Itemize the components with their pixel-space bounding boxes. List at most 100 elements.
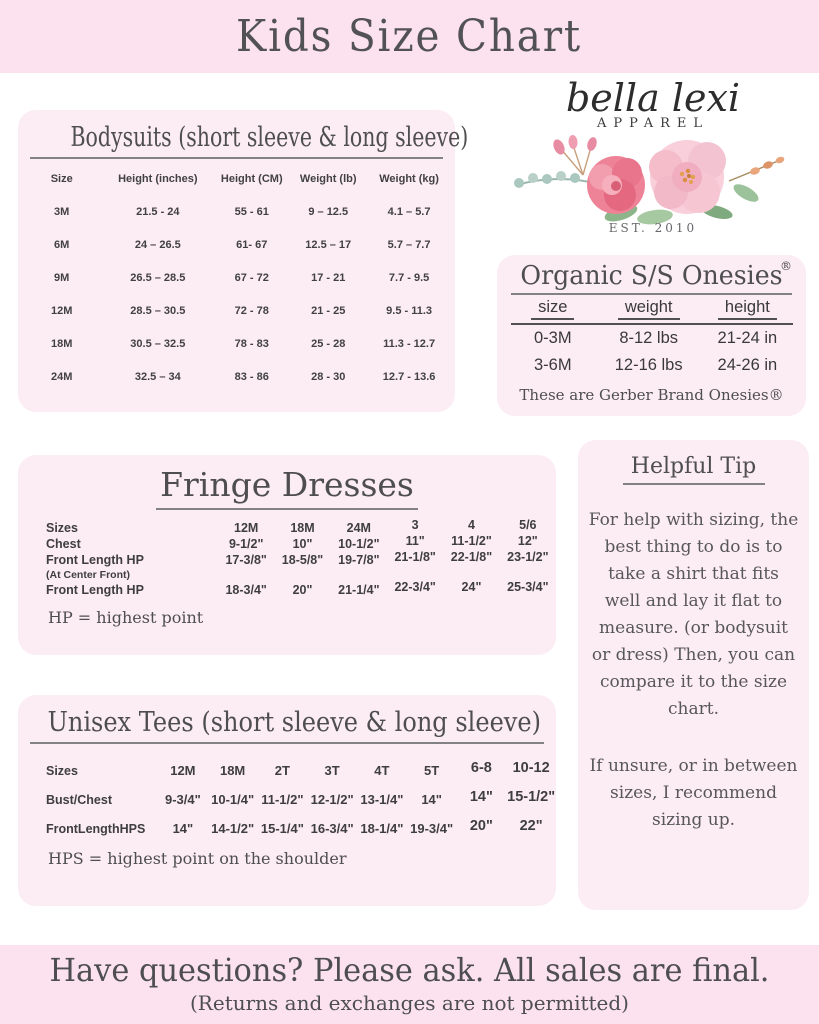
table-row: Sizes 12M 18M 24M 3 4 5/6 bbox=[18, 518, 556, 536]
table-head: size weight height bbox=[510, 298, 793, 325]
table-cell: 55 - 61 bbox=[234, 205, 269, 218]
header-row: Size Height (inches) Height (CM) Weight (lb… bbox=[18, 163, 455, 195]
table-row: 12M 28.5 – 30.5 72 - 78 21 - 25 9.5 - 11.3 bbox=[18, 294, 455, 327]
table-cell: 18-1/4" bbox=[360, 821, 404, 836]
table-cell: 12M bbox=[50, 304, 73, 317]
row-label: Bust/Chest bbox=[18, 785, 158, 814]
column-header-label: Weight (lb) bbox=[299, 173, 357, 185]
table-cell: 10-1/4" bbox=[211, 792, 255, 807]
bodysuits-title-underline bbox=[30, 157, 443, 159]
table-cell: 18M bbox=[50, 337, 73, 350]
table-cell: 11-1/2" bbox=[261, 792, 304, 807]
column-header: Size bbox=[18, 163, 105, 195]
table-row: 24M 32.5 – 34 83 - 86 28 - 30 12.7 - 13.6 bbox=[18, 360, 455, 393]
table-row: FrontLengthHPS 14" 14-1/2" 15-1/4" 16-3/4" 18… bbox=[18, 814, 556, 843]
row-label: Front Length HP bbox=[18, 582, 218, 598]
column-header: Height (inches) bbox=[105, 163, 210, 195]
hp-footnote: HP = highest point bbox=[48, 608, 204, 627]
row-label-text: FrontLengthHPS bbox=[46, 821, 146, 836]
table-body: Sizes 12M 18M 24M 3 4 5/6 Chest 9-1/2" 10" 10-1/2"… bbox=[18, 518, 556, 598]
column-header: size bbox=[510, 298, 596, 325]
table-cell: 11" bbox=[405, 534, 425, 548]
column-header: Weight (lb) bbox=[293, 163, 363, 195]
unisex-title-underline bbox=[30, 742, 544, 744]
table-cell: 22" bbox=[519, 817, 543, 834]
table-cell: 15-1/4" bbox=[260, 821, 304, 836]
row-label-text: Front Length HP bbox=[46, 583, 144, 597]
column-header-label: Height (CM) bbox=[220, 173, 283, 185]
row-label-text: Chest bbox=[46, 537, 81, 551]
table-cell: 83 - 86 bbox=[234, 370, 269, 383]
table-cell: 17-3/8" bbox=[225, 553, 267, 567]
row-label-text: Sizes bbox=[46, 763, 78, 778]
table-cell: 67 - 72 bbox=[234, 271, 269, 284]
table-cell: 61- 67 bbox=[236, 238, 268, 251]
table-cell: 5T bbox=[424, 763, 440, 778]
column-header-label: Size bbox=[50, 173, 73, 185]
column-header: Height (CM) bbox=[210, 163, 293, 195]
table-cell: 20" bbox=[292, 583, 313, 597]
row-label: FrontLengthHPS bbox=[18, 814, 158, 843]
brand-name: bella lexi bbox=[565, 76, 741, 120]
table-cell: 5/6 bbox=[519, 518, 537, 532]
footer-bar: Have questions? Please ask. All sales ar… bbox=[0, 945, 819, 1024]
row-label: Sizes bbox=[18, 756, 158, 785]
table-cell: 2T bbox=[274, 763, 290, 778]
table-cell: 9-1/2" bbox=[228, 537, 264, 551]
table-row: 0-3M 8-12 lbs 21-24 in bbox=[511, 324, 793, 352]
table-cell: 28.5 – 30.5 bbox=[130, 304, 186, 317]
table-cell: 12-16 lbs bbox=[614, 356, 683, 374]
table-cell: 6-8 bbox=[470, 759, 492, 776]
table-cell: 14" bbox=[172, 821, 194, 836]
table-cell: 6M bbox=[54, 238, 70, 251]
table-cell: 10-12 bbox=[512, 759, 550, 776]
table-cell: 25 - 28 bbox=[311, 337, 346, 350]
table-cell: 21-1/8" bbox=[394, 550, 436, 564]
table-cell: 23-1/2" bbox=[507, 550, 549, 564]
table-cell: 3T bbox=[324, 763, 340, 778]
table-cell: 10-1/2" bbox=[338, 537, 380, 551]
row-label-text: Bust/Chest bbox=[46, 792, 112, 807]
fringe-table-container: Sizes 12M 18M 24M 3 4 5/6 Chest 9-1/2" 10" 10-1/2"… bbox=[18, 518, 556, 598]
bodysuits-panel: Bodysuits (short sleeve & long sleeve) S… bbox=[18, 110, 469, 412]
title-bar: Kids Size Chart bbox=[0, 0, 819, 73]
table-row: 3-6M 12-16 lbs 24-26 in bbox=[511, 352, 793, 379]
fringe-dresses-title: Fringe Dresses bbox=[160, 465, 414, 504]
brand-subtitle: APPAREL bbox=[597, 116, 709, 131]
table-cell: 9-3/4" bbox=[164, 792, 201, 807]
table-cell: 0-3M bbox=[534, 329, 572, 347]
onesies-title-underline bbox=[511, 293, 792, 295]
helpful-tip-title: Helpful Tip bbox=[630, 454, 757, 479]
bodysuits-title: Bodysuits (short sleeve & long sleeve) bbox=[70, 122, 469, 153]
table-body: 0-3M 8-12 lbs 21-24 in 3-6M 12-16 lbs 24-26 i… bbox=[511, 324, 793, 379]
table-cell: 12M bbox=[234, 521, 259, 535]
table-cell: 30.5 – 32.5 bbox=[130, 337, 186, 350]
table-cell: 24-26 in bbox=[717, 356, 778, 374]
table-cell: 4.1 – 5.7 bbox=[387, 205, 431, 218]
table-cell: 14" bbox=[469, 788, 493, 805]
brand-established: EST. 2010 bbox=[608, 221, 698, 235]
footer-line1: Have questions? Please ask. All sales ar… bbox=[49, 951, 770, 989]
table-cell: 3 bbox=[411, 518, 419, 532]
bodysuits-table-container: Size Height (inches) Height (CM) Weight (lb… bbox=[18, 163, 455, 393]
table-body: 3M 21.5 - 24 55 - 61 9 – 12.5 4.1 – 5.7 6M 24 … bbox=[18, 195, 455, 393]
organic-onesies-panel: ® Organic S/S Onesies size weight height 0-… bbox=[497, 255, 806, 416]
tip-paragraph: If unsure, or in between sizes, I recomm… bbox=[589, 756, 798, 830]
table-cell: 11-1/2" bbox=[451, 534, 492, 548]
table-cell: 7.7 - 9.5 bbox=[388, 271, 430, 284]
table-cell: 4 bbox=[468, 518, 475, 532]
table-cell: 10" bbox=[292, 537, 313, 551]
column-header-label: height bbox=[717, 298, 777, 320]
table-cell: 72 - 78 bbox=[234, 304, 269, 317]
column-header: height bbox=[702, 298, 793, 325]
row-label: Front Length HP (At Center Front) bbox=[18, 552, 218, 582]
column-header-label: Weight (kg) bbox=[379, 173, 439, 185]
table-row: 6M 24 – 26.5 61- 67 12.5 – 17 5.7 – 7.7 bbox=[18, 228, 455, 261]
column-header-label: Height (inches) bbox=[118, 173, 198, 185]
fringe-title-underline bbox=[156, 508, 418, 510]
fringe-dresses-panel: Fringe Dresses Sizes 12M 18M 24M 3 4 5/6 Chest 9… bbox=[18, 455, 556, 655]
row-label: Sizes bbox=[18, 520, 218, 536]
table-cell: 25-3/4" bbox=[507, 580, 549, 594]
row-label-text: Sizes bbox=[46, 521, 78, 535]
